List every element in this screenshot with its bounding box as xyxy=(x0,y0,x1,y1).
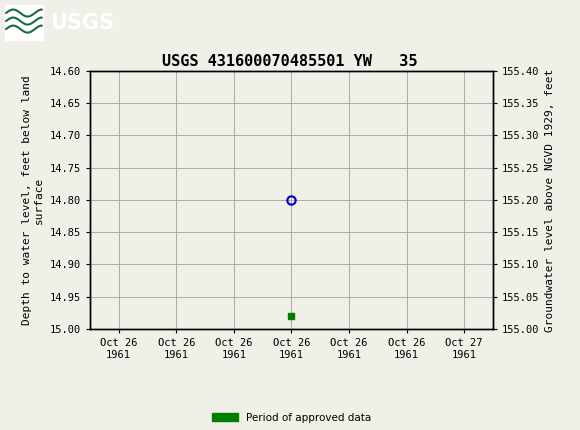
Bar xyxy=(5,5,43,40)
Text: USGS 431600070485501 YW   35: USGS 431600070485501 YW 35 xyxy=(162,54,418,69)
Y-axis label: Depth to water level, feet below land
surface: Depth to water level, feet below land su… xyxy=(23,75,44,325)
Legend: Period of approved data: Period of approved data xyxy=(208,408,375,427)
Text: USGS: USGS xyxy=(50,13,114,33)
Y-axis label: Groundwater level above NGVD 1929, feet: Groundwater level above NGVD 1929, feet xyxy=(545,68,555,332)
